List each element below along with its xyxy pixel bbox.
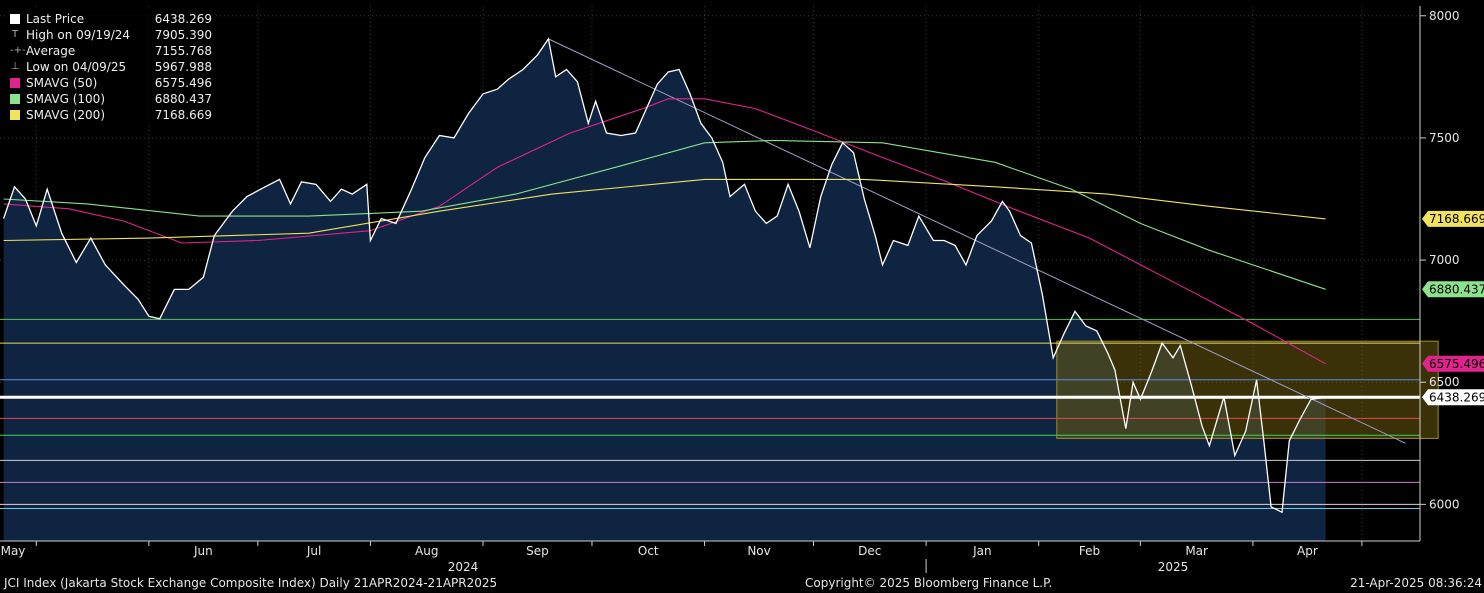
y-axis-tick-label: 6000 bbox=[1429, 497, 1460, 511]
legend-label: High on 09/19/24 bbox=[26, 28, 131, 42]
legend-value: 6575.496 bbox=[154, 76, 212, 90]
x-axis-month-label: Aug bbox=[415, 544, 438, 558]
footer-copyright: Copyright© 2025 Bloomberg Finance L.P. bbox=[805, 576, 1053, 590]
x-axis-month-label: Jan bbox=[972, 544, 992, 558]
chart-legend: Last Price 6438.269 T High on 09/19/24 7… bbox=[6, 10, 214, 124]
x-axis-month-label: Feb bbox=[1079, 544, 1100, 558]
legend-label: Last Price bbox=[26, 12, 85, 26]
legend-label: SMAVG (200) bbox=[26, 108, 106, 122]
legend-value: 5967.988 bbox=[154, 60, 212, 74]
legend-label: Average bbox=[26, 44, 76, 58]
y-axis-tick-label: 7000 bbox=[1429, 253, 1460, 267]
series-line-last-price bbox=[2, 37, 1326, 514]
y-axis-tick-label: 7500 bbox=[1429, 131, 1460, 145]
legend-value: 6438.269 bbox=[154, 12, 212, 26]
legend-swatch-last-price bbox=[10, 14, 20, 24]
high-marker-icon: T bbox=[11, 29, 19, 40]
legend-value: 7905.390 bbox=[154, 28, 212, 42]
legend-label: SMAVG (50) bbox=[26, 76, 98, 90]
legend-value: 6880.437 bbox=[154, 92, 212, 106]
value-callout-label: 6880.437 bbox=[1429, 282, 1484, 296]
x-axis-month-label: Jun bbox=[193, 544, 213, 558]
legend-row-smavg-50: SMAVG (50) 6575.496 bbox=[8, 75, 212, 91]
series-line-smavg-50 bbox=[3, 98, 1326, 365]
trend-line bbox=[548, 38, 1406, 444]
x-axis-month-label: Sep bbox=[526, 544, 549, 558]
value-callout-label: 6575.496 bbox=[1429, 357, 1484, 371]
footer-timestamp: 21-Apr-2025 08:36:24 bbox=[1350, 576, 1482, 590]
x-axis-year-label: 2024 bbox=[448, 560, 479, 574]
series-line-smavg-100 bbox=[3, 139, 1326, 290]
y-axis-tick-label: 8000 bbox=[1429, 9, 1460, 23]
value-callout bbox=[1422, 281, 1484, 298]
x-axis-month-label: Oct bbox=[638, 544, 659, 558]
legend-swatch-smavg-100 bbox=[10, 94, 20, 104]
x-axis-year-label: 2025 bbox=[1158, 560, 1189, 574]
legend-row-high: T High on 09/19/24 7905.390 bbox=[8, 27, 212, 43]
value-callout-label: 6438.269 bbox=[1429, 390, 1484, 404]
legend-swatch-smavg-200 bbox=[10, 110, 20, 120]
legend-row-smavg-100: SMAVG (100) 6880.437 bbox=[8, 91, 212, 107]
value-callout bbox=[1422, 210, 1484, 227]
footer-index-description: JCI Index (Jakarta Stock Exchange Compos… bbox=[4, 576, 498, 590]
legend-row-low: ⊥ Low on 04/09/25 5967.988 bbox=[8, 59, 212, 75]
x-axis-month-label: Apr bbox=[1297, 544, 1318, 558]
legend-row-smavg-200: SMAVG (200) 7168.669 bbox=[8, 107, 212, 123]
x-axis-month-label: Jul bbox=[306, 544, 321, 558]
low-marker-icon: ⊥ bbox=[10, 61, 20, 72]
legend-value: 7155.768 bbox=[154, 44, 212, 58]
legend-label: Low on 04/09/25 bbox=[26, 60, 127, 74]
legend-row-last-price: Last Price 6438.269 bbox=[8, 11, 212, 27]
x-axis-month-label: May bbox=[1, 544, 26, 558]
value-callout-label: 7168.669 bbox=[1429, 212, 1484, 226]
legend-row-average: -+- Average 7155.768 bbox=[8, 43, 212, 59]
x-axis-month-label: Mar bbox=[1185, 544, 1208, 558]
average-marker-icon: -+- bbox=[10, 45, 26, 56]
legend-value: 7168.669 bbox=[154, 108, 212, 122]
value-callout bbox=[1422, 389, 1484, 406]
legend-swatch-smavg-50 bbox=[10, 78, 20, 88]
series-line-smavg-200 bbox=[3, 178, 1326, 242]
price-area bbox=[3, 38, 1326, 542]
legend-label: SMAVG (100) bbox=[26, 92, 106, 106]
x-axis-month-label: Dec bbox=[858, 544, 881, 558]
x-axis-month-label: Nov bbox=[747, 544, 770, 558]
value-callout bbox=[1422, 355, 1484, 372]
y-axis-tick-label: 6500 bbox=[1429, 375, 1460, 389]
